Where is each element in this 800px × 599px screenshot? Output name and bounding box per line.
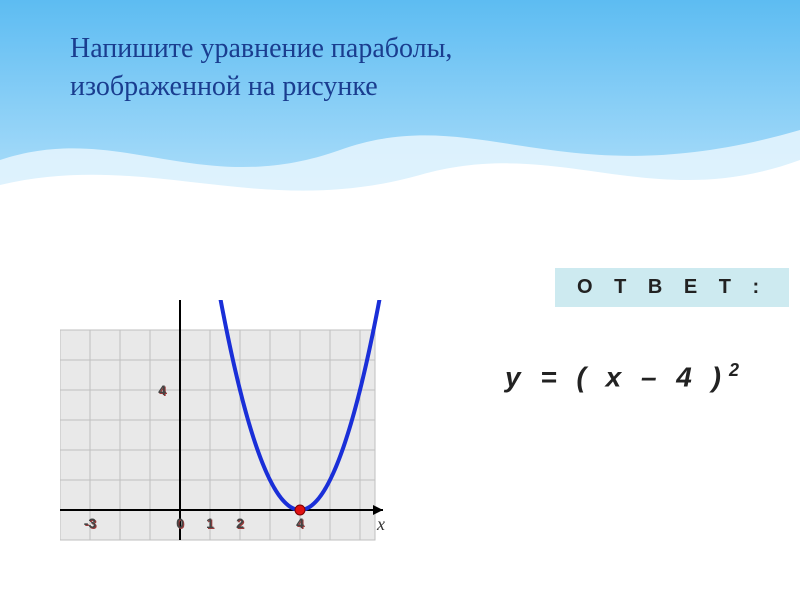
parabola-chart: -3-30011224444yx <box>60 300 410 560</box>
svg-text:1: 1 <box>206 515 214 531</box>
svg-text:4: 4 <box>158 382 166 398</box>
svg-text:x: x <box>376 514 385 534</box>
question-line2: изображенной на рисунке <box>70 71 378 102</box>
formula-body: y = ( x – 4 ) <box>505 361 727 392</box>
svg-text:2: 2 <box>236 515 244 531</box>
question-line1: Напишите уравнение параболы, <box>70 33 452 64</box>
answer-label: О Т В Е Т : <box>555 268 789 307</box>
answer-formula: y = ( x – 4 )2 <box>505 360 745 393</box>
question-text: Напишите уравнение параболы, изображенно… <box>70 30 670 106</box>
svg-text:-3: -3 <box>84 515 97 531</box>
svg-text:4: 4 <box>296 515 304 531</box>
formula-exponent: 2 <box>729 360 745 380</box>
svg-text:0: 0 <box>176 515 184 531</box>
